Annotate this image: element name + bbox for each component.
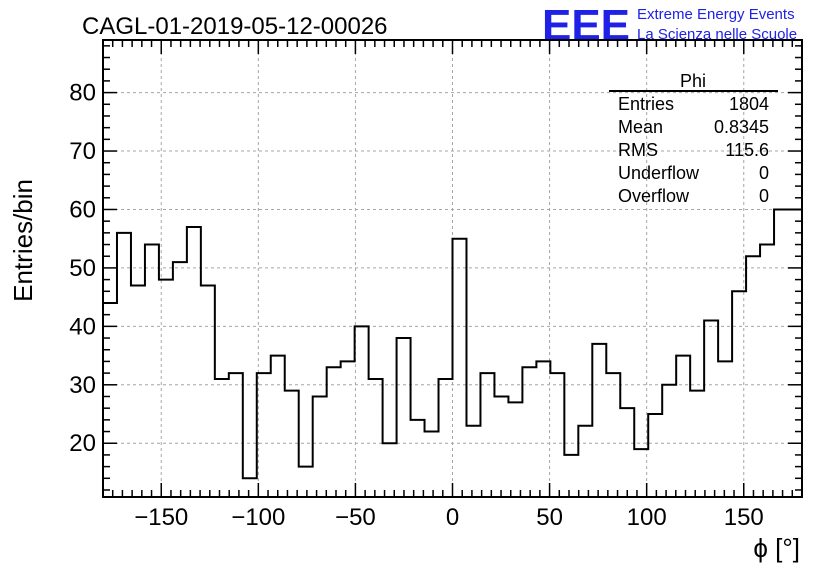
histogram-bin bbox=[285, 391, 299, 497]
histogram-bin bbox=[341, 361, 355, 497]
y-tick-label: 50 bbox=[69, 255, 96, 282]
histogram-bin bbox=[173, 262, 187, 497]
y-tick-label: 40 bbox=[69, 313, 96, 340]
stats-label: Entries bbox=[618, 94, 674, 114]
logo-line2: La Scienza nelle Scuole bbox=[637, 26, 797, 43]
histogram-bin bbox=[313, 396, 327, 497]
stats-value: 0 bbox=[759, 163, 769, 183]
histogram-bin bbox=[453, 239, 467, 497]
x-tick-label: 150 bbox=[724, 504, 764, 531]
histogram-bin bbox=[131, 285, 145, 497]
x-tick-label: 100 bbox=[627, 504, 667, 531]
x-tick-label: −50 bbox=[335, 504, 376, 531]
histogram-bin bbox=[522, 367, 536, 497]
tick-labels: −150 −100 −50 0 50 100 150 20 30 40 50 60 70 80 bbox=[69, 80, 763, 531]
y-tick-label: 20 bbox=[69, 430, 96, 457]
stats-label: Underflow bbox=[618, 163, 700, 183]
x-tick-label: −100 bbox=[231, 504, 285, 531]
y-tick-label: 60 bbox=[69, 196, 96, 223]
stats-label: Overflow bbox=[618, 186, 690, 206]
histogram-bin bbox=[145, 245, 159, 497]
eee-logo: EEE Extreme Energy Events La Scienza nel… bbox=[542, 1, 797, 50]
x-tick-label: 50 bbox=[536, 504, 563, 531]
y-axis-label: Entries/bin bbox=[8, 179, 38, 302]
histogram-bin bbox=[606, 373, 620, 497]
histogram-bin bbox=[676, 356, 690, 497]
stats-value: 0.8345 bbox=[714, 117, 769, 137]
y-tick-label: 80 bbox=[69, 80, 96, 107]
histogram-bin bbox=[103, 303, 117, 497]
histogram-bin bbox=[480, 373, 494, 497]
stats-title: Phi bbox=[680, 71, 706, 91]
histogram-bin bbox=[243, 478, 257, 497]
stats-value: 115.6 bbox=[725, 140, 769, 160]
histogram-bin bbox=[550, 373, 564, 497]
stats-value: 0 bbox=[759, 186, 769, 206]
histogram-bin bbox=[746, 256, 760, 497]
histogram-bin bbox=[439, 379, 453, 497]
histogram-bin bbox=[257, 373, 271, 497]
histogram-bin bbox=[508, 402, 522, 497]
x-tick-label: −150 bbox=[134, 504, 188, 531]
histogram-bin bbox=[425, 432, 439, 497]
histogram-outline bbox=[103, 208, 802, 480]
histogram-bin bbox=[383, 443, 397, 497]
histogram-bin bbox=[536, 361, 550, 497]
histogram-bin bbox=[369, 379, 383, 497]
histogram-bin bbox=[411, 420, 425, 497]
histogram-bin bbox=[564, 455, 578, 497]
histogram-bin bbox=[229, 373, 243, 497]
histogram-bin bbox=[201, 285, 215, 497]
logo-mark: EEE bbox=[542, 1, 630, 50]
histogram-bin bbox=[271, 356, 285, 497]
y-tick-label: 30 bbox=[69, 372, 96, 399]
histogram-bin bbox=[718, 361, 732, 497]
histogram-bin bbox=[704, 321, 718, 497]
logo-line1: Extreme Energy Events bbox=[637, 6, 795, 23]
histogram-bin bbox=[788, 209, 802, 497]
y-tick-label: 70 bbox=[69, 138, 96, 165]
histogram-bin bbox=[466, 426, 480, 497]
histogram-bin bbox=[327, 367, 341, 497]
stats-value: 1804 bbox=[729, 94, 769, 114]
stats-label: RMS bbox=[618, 140, 658, 160]
stats-rows: Entries 1804 Mean 0.8345 RMS 115.6 Underflow 0 O… bbox=[618, 94, 769, 206]
chart-title: CAGL-01-2019-05-12-00026 bbox=[82, 13, 388, 40]
histogram-bin bbox=[592, 344, 606, 497]
histogram-bin bbox=[299, 467, 313, 497]
histogram-bin bbox=[760, 245, 774, 497]
axes bbox=[102, 39, 803, 498]
histogram-bin bbox=[578, 426, 592, 497]
histogram-bin bbox=[774, 209, 788, 497]
histogram-bin bbox=[648, 414, 662, 497]
stats-label: Mean bbox=[618, 117, 663, 137]
histogram-bin bbox=[397, 338, 411, 497]
histogram-bin bbox=[494, 396, 508, 497]
histogram-bin bbox=[117, 233, 131, 497]
histogram-bin bbox=[215, 379, 229, 497]
histogram-bin bbox=[690, 391, 704, 497]
x-axis-label: ϕ [°] bbox=[753, 533, 800, 563]
histogram-bin bbox=[662, 385, 676, 497]
x-tick-label: 0 bbox=[446, 504, 459, 531]
histogram-bin bbox=[355, 326, 369, 497]
histogram-bin bbox=[620, 408, 634, 497]
stats-box: Phi Entries 1804 Mean 0.8345 RMS 115.6 Underfl… bbox=[609, 71, 778, 206]
